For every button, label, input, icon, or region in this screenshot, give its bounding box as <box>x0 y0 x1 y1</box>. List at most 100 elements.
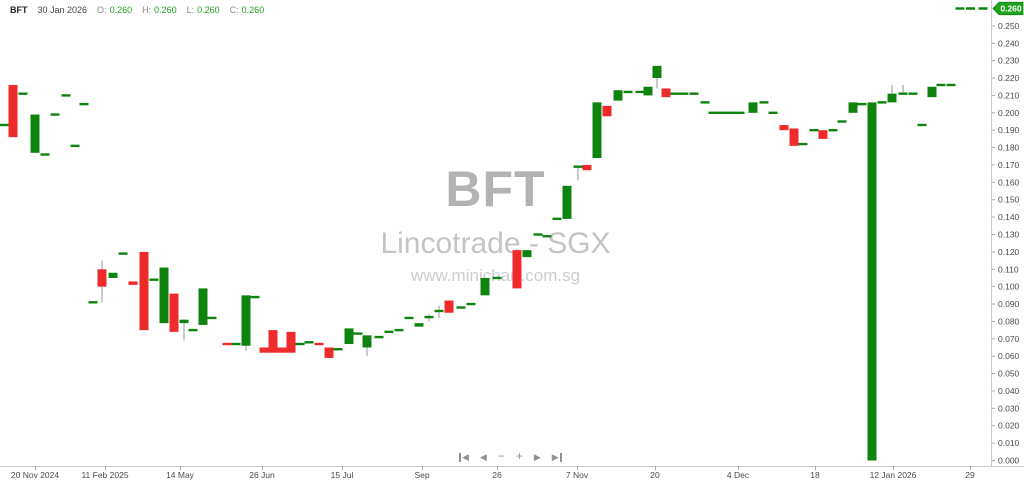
candle-body <box>222 342 232 346</box>
candle-body <box>0 123 9 127</box>
candle-body <box>652 65 662 79</box>
candle-body <box>592 102 602 159</box>
candle-body <box>414 323 424 327</box>
candle-body <box>295 342 305 346</box>
zoom-in-icon[interactable]: + <box>515 449 523 463</box>
candle-body <box>118 252 128 255</box>
candle-body <box>613 90 623 101</box>
candle-body <box>8 84 18 138</box>
candle-body <box>768 111 778 115</box>
candle-body <box>466 302 476 306</box>
step-back-icon[interactable]: ◀ <box>479 451 487 462</box>
date-label: 30 Jan 2026 <box>37 5 88 15</box>
candle-body <box>149 278 159 281</box>
candle-body <box>207 316 217 320</box>
candle-body <box>250 295 260 299</box>
candle-body <box>809 128 819 132</box>
candle-body <box>635 90 645 94</box>
candle-body <box>522 250 532 258</box>
x-axis-label: 18 <box>810 470 820 480</box>
low-field: L: 0.260 <box>187 5 220 15</box>
candle-body <box>512 250 522 289</box>
zoom-out-icon[interactable]: − <box>497 449 505 463</box>
skip-to-end-icon[interactable]: ▶ <box>552 452 562 462</box>
y-axis-label: 0.150 <box>998 195 1020 205</box>
candle-body <box>434 309 444 313</box>
candle-body <box>837 120 847 123</box>
candle-body <box>759 101 769 104</box>
candle-body <box>679 92 689 95</box>
candle-body <box>70 144 80 148</box>
candle-body <box>128 281 138 285</box>
candle-body <box>748 102 758 113</box>
candle-body <box>818 130 828 139</box>
candle-body <box>936 83 946 87</box>
y-axis-label: 0.250 <box>998 21 1020 31</box>
candle-body <box>828 128 838 132</box>
open-value: 0.260 <box>109 5 133 15</box>
y-axis-label: 0.240 <box>998 38 1020 48</box>
candle-body <box>887 93 897 103</box>
x-axis-label: 7 Nov <box>566 470 589 480</box>
current-price-tag-value: 0.260 <box>1000 4 1022 14</box>
x-axis-label: 26 <box>492 470 502 480</box>
y-axis-label: 0.020 <box>998 421 1020 431</box>
candle-body <box>424 315 434 319</box>
x-axis-label: 29 <box>965 470 975 480</box>
step-forward-icon[interactable]: ▶ <box>533 451 541 462</box>
y-axis-label: 0.220 <box>998 73 1020 83</box>
symbol-label: BFT <box>10 5 28 15</box>
y-axis-label: 0.130 <box>998 230 1020 240</box>
x-axis-label: 4 Dec <box>727 470 750 480</box>
candle-body <box>30 114 40 153</box>
candle-body <box>188 328 198 332</box>
candle-body <box>231 342 241 346</box>
y-axis-label: 0.000 <box>998 456 1020 466</box>
candle-body <box>877 101 887 104</box>
candle-body <box>848 102 858 113</box>
x-axis-label: 11 Feb 2025 <box>81 470 128 480</box>
candle-body <box>898 92 908 95</box>
y-axis-label: 0.170 <box>998 160 1020 170</box>
y-axis-label: 0.100 <box>998 282 1020 292</box>
y-axis-label: 0.060 <box>998 351 1020 361</box>
candle-body <box>798 142 808 146</box>
candle-body <box>88 301 98 304</box>
candle-body <box>314 342 324 346</box>
close-field: C: 0.260 <box>230 5 265 15</box>
candle-body <box>179 319 189 324</box>
low-label: L: <box>186 5 195 15</box>
ohlc-legend: BFT 30 Jan 2026 O: 0.260 H: 0.260 L: 0.2… <box>10 5 264 15</box>
y-axis-label: 0.230 <box>998 56 1020 66</box>
y-axis-label: 0.050 <box>998 369 1020 379</box>
candle-body <box>573 165 583 168</box>
candle-body <box>198 288 208 325</box>
candle-body <box>304 341 314 344</box>
candle-body <box>602 105 612 117</box>
close-label: C: <box>229 5 239 15</box>
y-axis-label: 0.070 <box>998 334 1020 344</box>
candle-body <box>643 86 653 96</box>
x-axis-label: 20 Nov 2024 <box>11 470 59 480</box>
y-axis-label: 0.140 <box>998 212 1020 222</box>
candle-body <box>779 124 789 131</box>
skip-to-start-icon[interactable]: ◀ <box>459 452 469 462</box>
candle-body <box>394 328 404 332</box>
candle-body <box>735 111 745 115</box>
high-label: H: <box>142 5 152 15</box>
high-value: 0.260 <box>154 5 177 15</box>
current-price-tag <box>992 1 1024 16</box>
y-axis-label: 0.160 <box>998 177 1020 187</box>
candle-body <box>108 272 118 278</box>
candle-body <box>480 277 490 296</box>
y-axis-label: 0.110 <box>998 264 1019 274</box>
candle-body <box>139 251 149 331</box>
candle-body <box>268 330 278 353</box>
x-axis-label: 14 May <box>166 470 195 480</box>
candle-body <box>79 102 89 106</box>
x-axis-label: 15 Jul <box>331 470 354 480</box>
y-axis-label: 0.030 <box>998 403 1020 413</box>
candle-body <box>661 88 671 98</box>
high-field: H: 0.260 <box>142 5 177 15</box>
